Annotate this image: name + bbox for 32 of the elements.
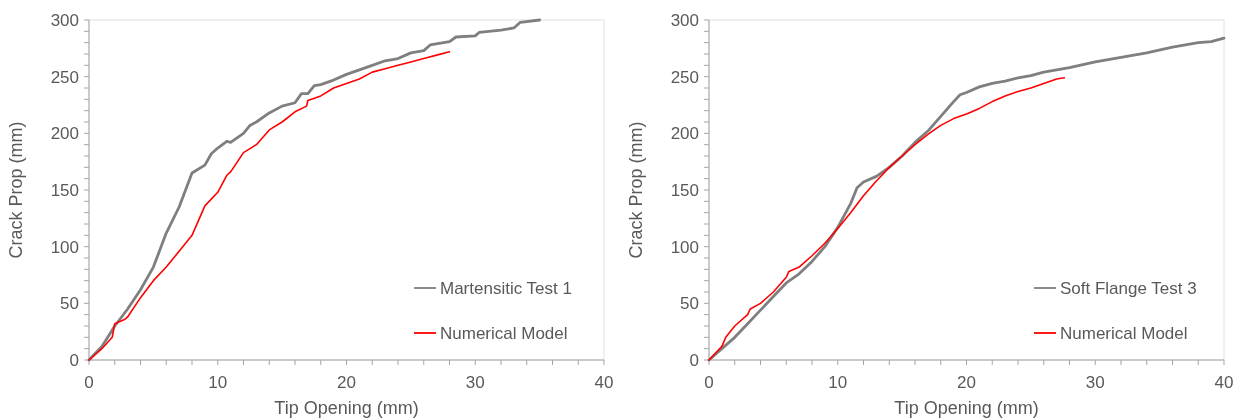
y-tick-label: 0: [689, 350, 699, 370]
y-tick-label: 300: [50, 10, 79, 30]
y-tick-label: 250: [670, 67, 699, 87]
x-tick-label: 30: [1085, 373, 1105, 392]
y-tick-label: 200: [50, 124, 79, 144]
y-tick-label: 300: [670, 10, 699, 30]
x-tick-label: 10: [208, 373, 228, 392]
y-tick-label: 100: [670, 237, 699, 257]
y-tick-label: 100: [50, 237, 79, 257]
legend-label: Numerical Model: [1060, 323, 1188, 343]
x-tick-label: 30: [465, 373, 485, 392]
y-tick-label: 50: [680, 294, 699, 314]
legend-label: Numerical Model: [440, 323, 568, 343]
x-tick-label: 10: [828, 373, 848, 392]
x-tick-label: 40: [1214, 373, 1234, 392]
legend-label: Soft Flange Test 3: [1060, 278, 1197, 298]
x-tick-label: 0: [704, 373, 714, 392]
y-tick-label: 50: [60, 294, 79, 314]
y-tick-label: 150: [50, 180, 79, 200]
y-axis-title: Crack Prop (mm): [626, 121, 646, 259]
legend-label: Martensitic Test 1: [440, 278, 572, 298]
y-tick-label: 200: [670, 124, 699, 144]
x-tick-label: 0: [84, 373, 94, 392]
y-tick-label: 0: [69, 350, 79, 370]
x-tick-label: 20: [337, 373, 356, 392]
x-tick-label: 40: [594, 373, 614, 392]
y-tick-label: 250: [50, 67, 79, 87]
y-axis-title: Crack Prop (mm): [6, 121, 26, 259]
x-axis-title: Tip Opening (mm): [894, 398, 1039, 418]
x-axis-title: Tip Opening (mm): [274, 398, 419, 418]
y-tick-label: 150: [670, 180, 699, 200]
x-tick-label: 20: [957, 373, 976, 392]
